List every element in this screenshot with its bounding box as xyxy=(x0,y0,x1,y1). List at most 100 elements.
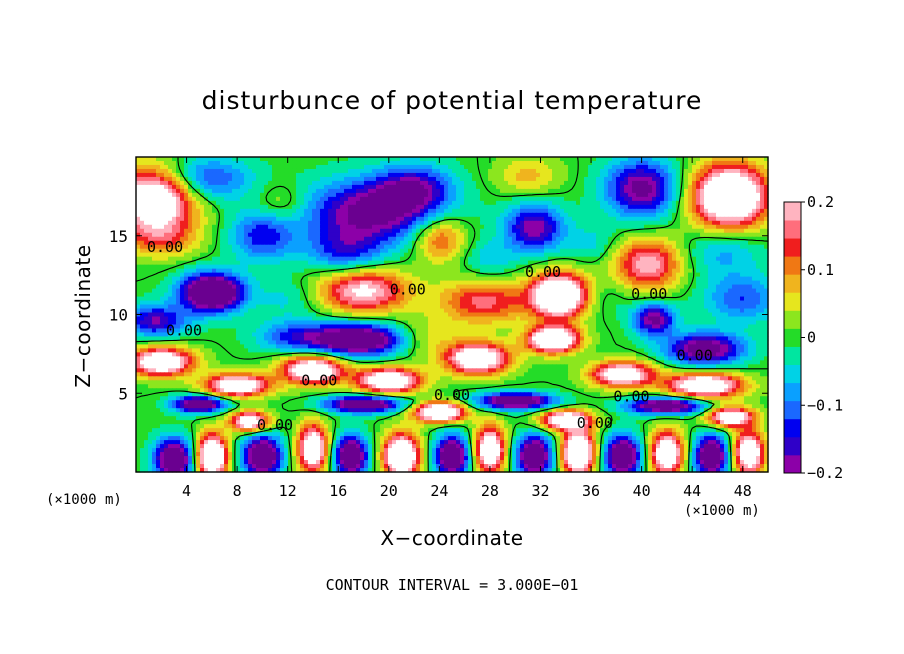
field-cell xyxy=(564,260,569,266)
field-cell xyxy=(528,272,533,278)
field-cell xyxy=(492,157,497,162)
field-cell xyxy=(712,200,717,206)
field-cell xyxy=(712,220,717,226)
field-cell xyxy=(188,280,193,286)
field-cell xyxy=(664,176,669,182)
field-cell xyxy=(560,172,565,178)
field-cell xyxy=(756,200,761,206)
field-cell xyxy=(588,164,593,170)
field-cell xyxy=(164,280,169,286)
field-cell xyxy=(476,160,481,166)
field-cell xyxy=(456,224,461,230)
field-cell xyxy=(700,180,705,186)
field-cell xyxy=(232,196,237,202)
field-cell xyxy=(396,276,401,282)
field-cell xyxy=(276,248,281,254)
field-cell xyxy=(340,248,345,254)
field-cell xyxy=(712,256,717,262)
field-cell xyxy=(576,224,581,230)
field-cell xyxy=(472,276,477,282)
field-cell xyxy=(544,184,549,190)
field-cell xyxy=(264,208,269,214)
field-cell xyxy=(648,196,653,202)
field-cell xyxy=(664,236,669,242)
field-cell xyxy=(236,172,241,178)
field-cell xyxy=(236,244,241,250)
field-cell xyxy=(680,200,685,206)
field-cell xyxy=(504,220,509,226)
field-cell xyxy=(480,264,485,270)
field-cell xyxy=(740,208,745,214)
field-cell xyxy=(416,220,421,226)
field-cell xyxy=(668,168,673,174)
field-cell xyxy=(444,248,449,254)
field-cell xyxy=(428,216,433,222)
field-cell xyxy=(516,228,521,234)
field-cell xyxy=(336,204,341,210)
field-cell xyxy=(172,208,177,214)
field-cell xyxy=(580,232,585,238)
field-cell xyxy=(524,240,529,246)
field-cell xyxy=(736,172,741,178)
field-cell xyxy=(612,196,617,202)
field-cell xyxy=(564,157,569,162)
field-cell xyxy=(728,208,733,214)
field-cell xyxy=(316,164,321,170)
field-cell xyxy=(480,204,485,210)
field-cell xyxy=(336,256,341,262)
field-cell xyxy=(700,224,705,230)
field-cell xyxy=(332,232,337,238)
field-cell xyxy=(680,272,685,278)
field-cell xyxy=(632,264,637,270)
field-cell xyxy=(480,248,485,254)
field-cell xyxy=(136,260,141,266)
field-cell xyxy=(704,268,709,274)
field-cell xyxy=(748,244,753,250)
field-cell xyxy=(760,160,765,166)
field-cell xyxy=(584,268,589,274)
field-cell xyxy=(240,188,245,194)
field-cell xyxy=(376,280,381,286)
field-cell xyxy=(660,216,665,222)
field-cell xyxy=(248,264,253,270)
field-cell xyxy=(260,220,265,226)
field-cell xyxy=(156,216,161,222)
field-cell xyxy=(424,208,429,214)
field-cell xyxy=(252,204,257,210)
field-cell xyxy=(700,248,705,254)
field-cell xyxy=(416,280,421,286)
field-cell xyxy=(288,176,293,182)
field-cell xyxy=(536,196,541,202)
field-cell xyxy=(244,220,249,226)
field-cell xyxy=(456,176,461,182)
field-cell xyxy=(156,196,161,202)
field-cell xyxy=(472,164,477,170)
field-cell xyxy=(624,200,629,206)
field-cell xyxy=(300,244,305,250)
field-cell xyxy=(300,180,305,186)
field-cell xyxy=(348,176,353,182)
field-cell xyxy=(200,280,205,286)
field-cell xyxy=(500,224,505,230)
field-cell xyxy=(392,244,397,250)
field-cell xyxy=(268,256,273,262)
field-cell xyxy=(380,268,385,274)
field-cell xyxy=(676,160,681,166)
field-cell xyxy=(608,184,613,190)
field-cell xyxy=(348,264,353,270)
field-cell xyxy=(484,244,489,250)
field-cell xyxy=(592,196,597,202)
field-cell xyxy=(400,224,405,230)
field-cell xyxy=(696,240,701,246)
field-cell xyxy=(472,272,477,278)
field-cell xyxy=(352,224,357,230)
field-cell xyxy=(592,256,597,262)
field-cell xyxy=(560,224,565,230)
field-cell xyxy=(648,208,653,214)
field-cell xyxy=(696,157,701,162)
field-cell xyxy=(700,192,705,198)
field-cell xyxy=(512,192,517,198)
field-cell xyxy=(580,260,585,266)
field-cell xyxy=(212,276,217,282)
field-cell xyxy=(328,200,333,206)
